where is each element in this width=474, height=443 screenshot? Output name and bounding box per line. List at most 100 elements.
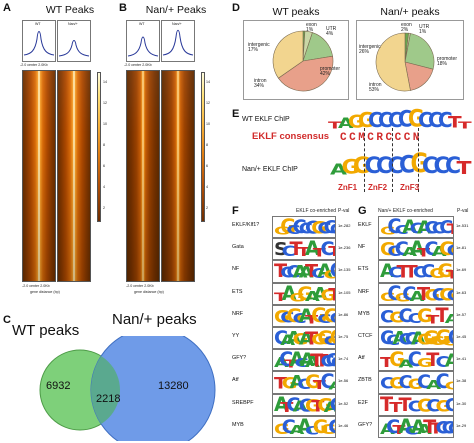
motif-name: EKLF <box>358 222 372 228</box>
logo-letter-C: C <box>305 423 320 438</box>
logo-letter-T: T <box>435 304 449 327</box>
profile-label: WT <box>35 22 41 26</box>
motif-logo: TGACGTCA <box>378 349 454 372</box>
logo-letter-C: C <box>439 216 454 238</box>
logo-letter-C: C <box>409 219 424 238</box>
logo-letter-G: G <box>297 282 313 305</box>
motif-row: ZBTBCGCGCACG1e-38 <box>358 371 472 394</box>
motif-name: GFY? <box>358 421 373 428</box>
panel-b-colorbar-ticks: 14 12 10 8 6 4 2 <box>206 80 210 210</box>
panel-e-consensus-label: EKLF consensus <box>252 131 330 142</box>
logo-letter-A: A <box>445 313 453 325</box>
logo-letter-A: A <box>409 238 425 261</box>
logo-letter-T: T <box>447 222 453 236</box>
logo-letter-C: C <box>330 222 335 236</box>
logo-letter-C: C <box>328 418 335 436</box>
motif-pval: 1e-86 <box>338 311 349 317</box>
logo-letter-C: C <box>330 395 335 414</box>
pie1-chart <box>272 30 334 92</box>
logo-letter-C: C <box>435 353 450 371</box>
logo-letter-G: G <box>324 306 335 325</box>
motif-logo: GCAACGGC <box>272 415 336 438</box>
motif-name: ETS <box>232 288 243 295</box>
panel-e-row1-label: WT EKLF ChIP <box>242 116 290 123</box>
logo-letter-G: G <box>274 420 290 438</box>
logo-letter-C: C <box>424 217 439 238</box>
logo-letter-T: T <box>446 269 453 281</box>
motif-logo: ACTACAATTCCC <box>272 349 336 372</box>
logo-letter-A: A <box>380 260 395 283</box>
logo-letter-A: A <box>398 357 414 371</box>
logo-letter-A: A <box>409 287 425 305</box>
logo-letter-C: C <box>376 154 393 179</box>
panel-g-pval-header: P-val <box>457 208 469 214</box>
logo-letter-T: T <box>426 349 440 372</box>
motif-pval: 1e-29 <box>456 422 467 428</box>
pie-slice-intron <box>272 30 304 79</box>
pie2-box: exon 2% UTR 1% intergenic 26% promoter 1… <box>356 20 464 100</box>
logo-letter-C: C <box>380 373 395 394</box>
motif-row: ETSACTTCCGGT1e-69 <box>358 260 472 283</box>
logo-letter-C: C <box>394 222 409 238</box>
venn-label-right: Nan/+ peaks <box>112 311 197 328</box>
venn-count-left: 6932 <box>46 380 71 392</box>
logo-letter-C: C <box>402 282 417 305</box>
panel-a-xlabel: gene distance (bp) <box>30 290 60 294</box>
pie2-label-intergenic: intergenic 26% <box>359 44 381 55</box>
logo-letter-G: G <box>353 154 372 179</box>
logo-letter-C: C <box>398 105 413 133</box>
logo-letter-T: T <box>380 393 394 416</box>
logo-letter-A: A <box>338 114 354 132</box>
motif-row: ETSTAGGAAGT1e-105 <box>232 282 354 305</box>
logo-letter-A: A <box>402 244 418 260</box>
logo-letter-C: C <box>445 154 462 179</box>
pie2-label-intron: intron 53% <box>369 82 382 93</box>
motif-pval: 1e-30 <box>456 400 467 406</box>
pie1-label-promoter: promoter 42% <box>320 66 341 77</box>
panel-a-heatmap-nan <box>57 70 91 282</box>
pie1-label-exon: exon 1% <box>306 22 317 33</box>
logo-letter-G: G <box>437 260 454 283</box>
logo-letter-A: A <box>402 216 418 238</box>
logo-letter-G: G <box>439 238 454 261</box>
motif-name: EKLF/Klf1? <box>232 222 260 228</box>
logo-letter-G: G <box>358 108 375 132</box>
panel-f-table: EKLF/Klf1?GGCCCCGCCC1e-282GataSCTTATCT1e… <box>232 216 354 441</box>
logo-letter-G: G <box>281 373 298 394</box>
logo-letter-T: T <box>456 158 472 179</box>
panel-b-heatmap-nan <box>161 70 195 282</box>
panel-e-consensus-seq: CCMCRCCCN <box>340 132 422 144</box>
logo-letter-C: C <box>324 334 335 347</box>
logo-letter-T: T <box>328 245 335 259</box>
logo-letter-G: G <box>320 421 336 438</box>
logo-letter-C: C <box>418 108 433 132</box>
znf2-label: ZnF2 <box>368 183 388 192</box>
logo-letter-C: C <box>448 328 453 347</box>
motif-logo: CGCGCACG <box>378 371 454 394</box>
panel-e-letter: E <box>232 108 240 120</box>
logo-letter-C: C <box>364 154 381 179</box>
logo-letter-C: C <box>422 154 439 179</box>
pie2-label-exon: exon 2% <box>401 22 412 33</box>
profile-curve <box>58 40 90 57</box>
logo-letter-G: G <box>341 156 360 179</box>
logo-letter-G: G <box>429 265 446 282</box>
logo-letter-A: A <box>305 287 320 305</box>
logo-letter-T: T <box>274 373 288 394</box>
logo-letter-C: C <box>424 238 439 261</box>
motif-name: Gata <box>232 244 244 251</box>
logo-letter-T: T <box>389 399 403 415</box>
motif-pval: 1e-75 <box>338 334 349 339</box>
motif-pval: 1e-45 <box>456 334 467 339</box>
logo-letter-C: C <box>431 284 446 305</box>
logo-letter-C: C <box>448 421 453 436</box>
logo-letter-C: C <box>387 154 404 179</box>
pie1-box: exon 1% UTR 4% intergenic 17% promoter 4… <box>243 20 349 100</box>
logo-letter-G: G <box>408 103 425 133</box>
logo-letter-C: C <box>281 242 296 260</box>
panel-b-profile-wt: WT <box>126 20 160 62</box>
logo-letter-G: G <box>442 336 453 348</box>
motif-row: MYBCGCCGTTA1e-57 <box>358 304 472 327</box>
motif-logo: ACTACAATTCCC <box>378 415 454 438</box>
